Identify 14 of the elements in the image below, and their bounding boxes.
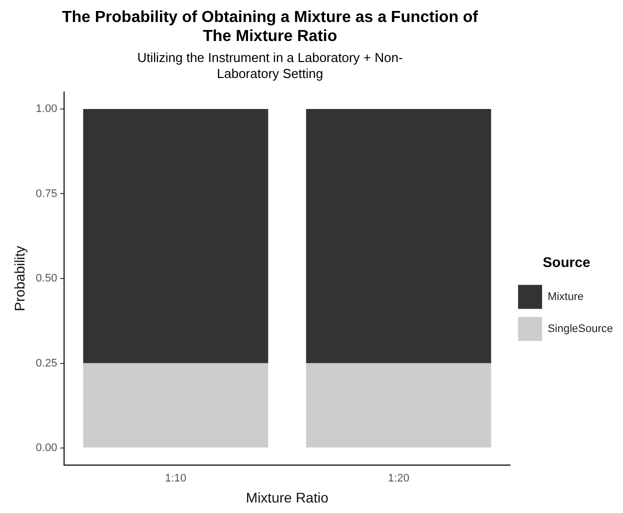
y-axis-title: Probability	[11, 246, 28, 312]
x-axis-title: Mixture Ratio	[246, 489, 329, 506]
x-tick-label: 1:10	[164, 472, 186, 485]
y-tick-label: 0.25	[36, 357, 58, 370]
y-tick-label: 1.00	[36, 102, 58, 115]
legend-title: Source	[542, 254, 590, 270]
y-tick-label: 0.75	[36, 188, 58, 200]
legend-label: SingleSource	[548, 322, 614, 335]
chart-title: The Probability of Obtaining a Mixture as a Function of The Mixture Ratio	[60, 8, 480, 46]
chart-subtitle: Utilizing the Instrument in a Laboratory + Non-Laboratory Setting	[136, 50, 404, 82]
x-tick-label: 1:20	[388, 472, 410, 485]
y-tick-label: 0.50	[36, 272, 58, 285]
y-tick-label: 0.00	[36, 442, 58, 454]
legend-label: Mixture	[548, 290, 584, 303]
